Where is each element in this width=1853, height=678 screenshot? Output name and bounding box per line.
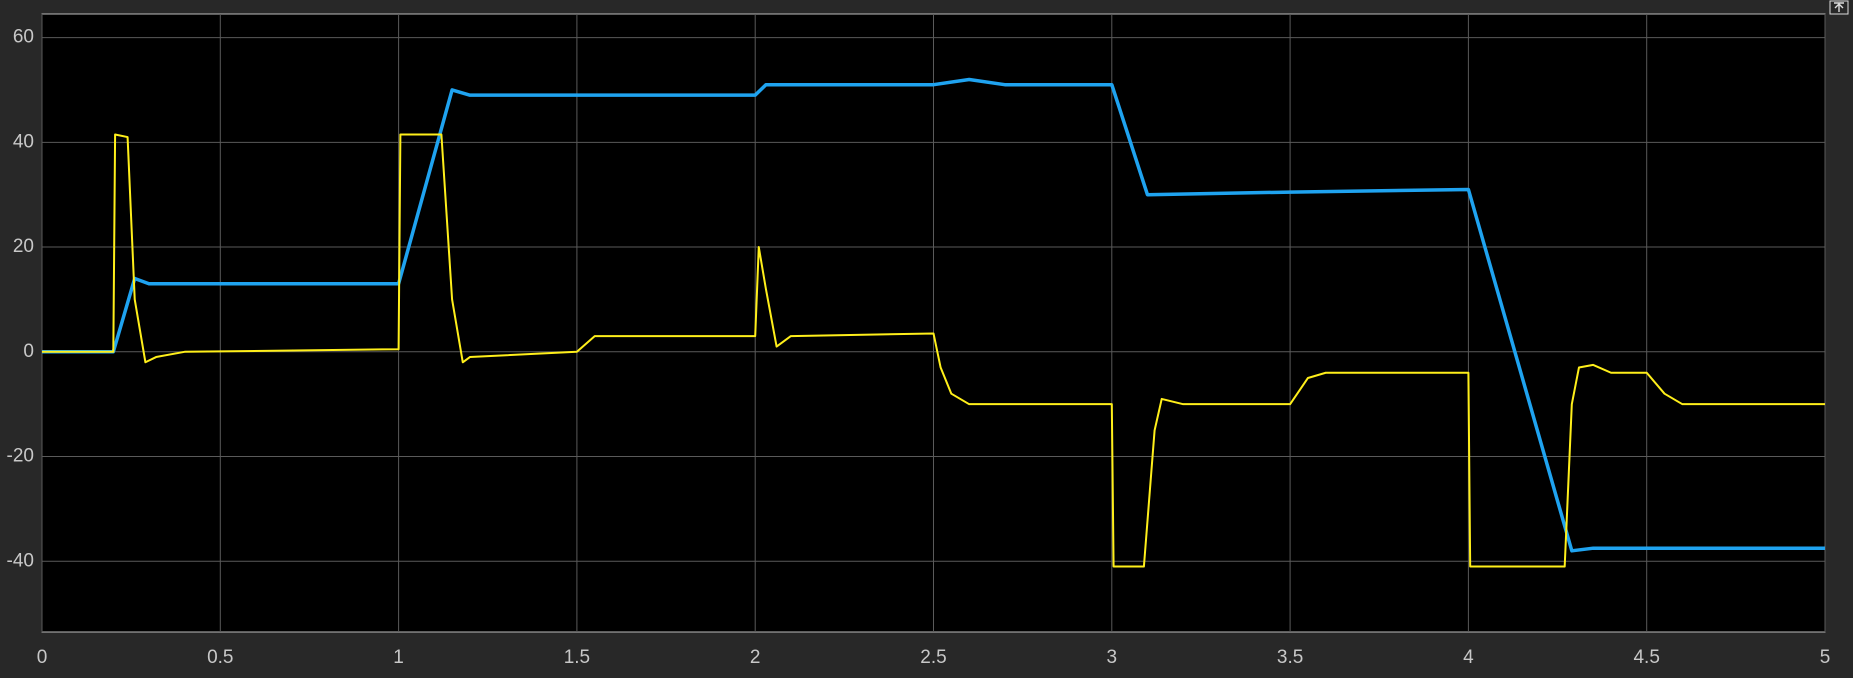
x-tick-label: 3 xyxy=(1107,647,1118,668)
x-tick-label: 0.5 xyxy=(207,647,233,668)
y-tick-label: 0 xyxy=(23,341,34,362)
y-tick-label: 60 xyxy=(13,27,34,48)
x-tick-label: 4 xyxy=(1463,647,1474,668)
y-tick-label: 40 xyxy=(13,131,34,152)
x-tick-label: 5 xyxy=(1820,647,1831,668)
button-icon xyxy=(1834,2,1844,12)
undock-button[interactable] xyxy=(1829,0,1849,15)
x-tick-label: 1.5 xyxy=(564,647,590,668)
series-line xyxy=(42,133,1825,568)
x-tick-label: 0 xyxy=(37,647,48,668)
x-tick-label: 3.5 xyxy=(1277,647,1303,668)
x-tick-label: 2.5 xyxy=(920,647,946,668)
series-line xyxy=(42,77,1825,553)
y-tick-label: -20 xyxy=(7,446,34,467)
x-tick-label: 1 xyxy=(393,647,404,668)
x-tick-label: 4.5 xyxy=(1633,647,1659,668)
y-tick-label: -40 xyxy=(7,550,34,571)
x-tick-label: 2 xyxy=(750,647,761,668)
y-tick-label: 20 xyxy=(13,236,34,257)
